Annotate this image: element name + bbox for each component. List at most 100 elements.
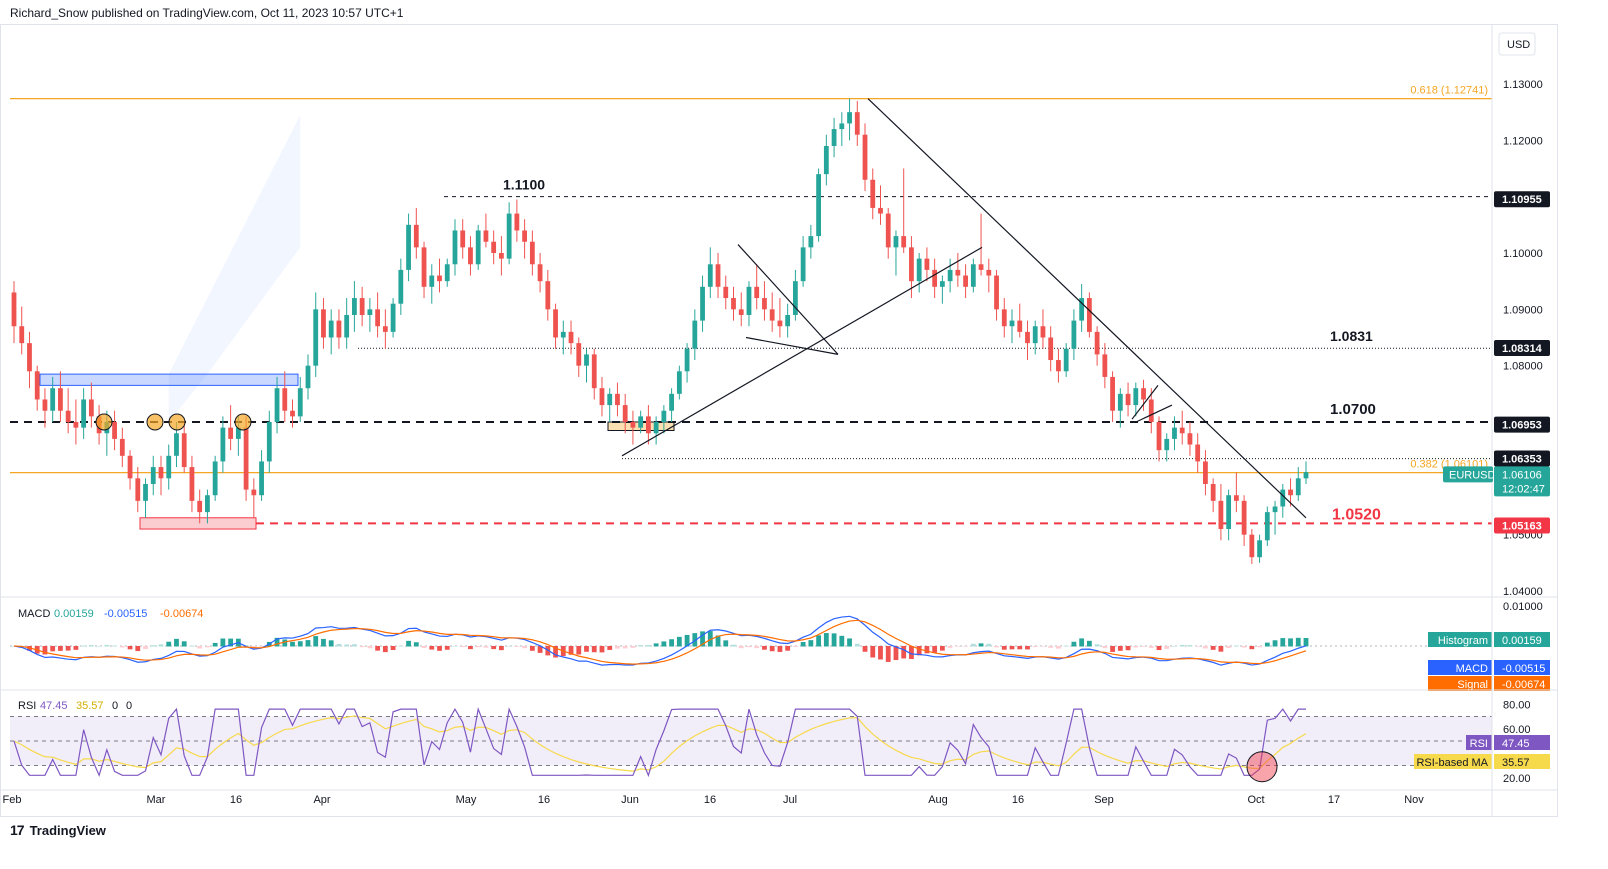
- candle-111: [870, 168, 876, 220]
- macd-hist-bar-160: [1249, 646, 1255, 650]
- macd-hist-bar-127: [994, 646, 999, 648]
- candle-3: [34, 365, 40, 411]
- candle-body: [483, 230, 489, 242]
- candle-body: [823, 145, 829, 175]
- macd-hist-bar-73: [576, 646, 582, 655]
- candle-48: [382, 309, 388, 349]
- support-zone-blue: [39, 373, 299, 386]
- candle-136: [1063, 343, 1069, 377]
- candle-13: [112, 410, 117, 451]
- candle-160: [1249, 529, 1255, 564]
- candle-94: [738, 292, 744, 327]
- rsi-extra-value-1: 0: [126, 700, 132, 712]
- rsi-tick-2: 20.00: [1503, 773, 1531, 785]
- candle-body: [382, 326, 388, 332]
- macd-hist-bar-18: [150, 645, 156, 647]
- candle-body: [1110, 376, 1115, 411]
- candle-body: [978, 264, 984, 270]
- macd-hist-bar-145: [1133, 646, 1139, 648]
- price-tag-3: 1.06353: [1502, 453, 1542, 465]
- candle-161: [1257, 534, 1262, 563]
- candle-body: [607, 393, 613, 406]
- candle-body: [1017, 320, 1023, 332]
- price-tag-bg-0: [1494, 191, 1550, 208]
- candle-body: [1264, 512, 1270, 541]
- candle-body: [1249, 534, 1255, 558]
- rsi-value: 47.45: [40, 700, 68, 712]
- candle-body: [11, 292, 17, 327]
- candle-39: [313, 292, 319, 377]
- macd-hist-bar-45: [359, 646, 365, 648]
- rsi-tick-1: 60.00: [1503, 724, 1531, 736]
- candle-79: [622, 393, 628, 434]
- macd-tag-label-bg-2: [1428, 676, 1492, 691]
- macd-hist-bar-5: [50, 646, 56, 652]
- candle-55: [437, 258, 442, 293]
- candle-body: [746, 286, 752, 315]
- candle-22: [181, 422, 187, 473]
- candle-90: [707, 247, 713, 299]
- price-tag-bg-1: [1494, 339, 1550, 356]
- candle-body: [816, 174, 821, 237]
- macd-hist-bar-135: [1056, 646, 1061, 649]
- macd-hist-bar-67: [529, 646, 535, 651]
- candle-147: [1148, 388, 1154, 434]
- macd-hist-bar-164: [1280, 638, 1286, 647]
- candle-131: [1025, 320, 1030, 361]
- macd-hist-bar-78: [615, 646, 620, 649]
- candle-9: [81, 388, 87, 439]
- macd-hist-bar-61: [483, 646, 489, 648]
- candle-41: [328, 309, 334, 355]
- candle-body: [352, 298, 357, 315]
- candle-body: [243, 427, 249, 490]
- candle-67: [529, 230, 535, 276]
- candle-110: [862, 123, 868, 192]
- candle-44: [352, 281, 357, 332]
- candle-body: [189, 467, 195, 501]
- macd-hist-bar-97: [762, 646, 767, 650]
- footer-brand[interactable]: 17 TradingView: [10, 822, 106, 838]
- candle-body: [181, 433, 187, 468]
- macd-hist-bar-21: [174, 638, 179, 647]
- macd-hist-bar-4: [42, 646, 48, 655]
- candle-body: [1071, 320, 1077, 349]
- price-tick-2: 1.10000: [1503, 248, 1543, 260]
- macd-hist-bar-89: [700, 631, 705, 647]
- macd-hist-bar-54: [429, 646, 435, 650]
- candle-76: [599, 376, 605, 417]
- macd-tick-0: 0.01000: [1503, 601, 1543, 613]
- candle-body: [491, 241, 497, 253]
- macd-hist-bar-147: [1148, 646, 1154, 648]
- candle-86: [676, 365, 682, 400]
- level-label-1070: 1.0700: [1330, 401, 1376, 418]
- candle-body: [576, 343, 582, 366]
- macd-hist-bar-41: [328, 640, 334, 647]
- trendline-4: [1131, 385, 1159, 420]
- level-label-1100: 1.1100: [503, 177, 545, 193]
- candle-102: [800, 236, 806, 287]
- candle-body: [297, 388, 303, 417]
- fib-label-0: 0.618 (1.12741): [1410, 85, 1488, 97]
- trendline-1: [621, 246, 983, 457]
- candle-body: [73, 422, 79, 428]
- rsi-line: [13, 706, 1306, 778]
- candle-146: [1141, 379, 1146, 411]
- candle-164: [1280, 483, 1286, 518]
- candle-113: [885, 207, 891, 259]
- macd-hist-bar-133: [1040, 646, 1046, 647]
- macd-hist-bar-22: [181, 641, 187, 647]
- candle-body: [808, 236, 814, 248]
- time-tick-0: Feb: [3, 794, 22, 806]
- candle-88: [692, 309, 698, 361]
- candle-28: [228, 405, 234, 451]
- candle-72: [568, 320, 574, 355]
- candle-body: [274, 388, 280, 422]
- macd-hist-bar-84: [661, 641, 667, 647]
- candle-body: [723, 286, 729, 299]
- candle-body: [529, 241, 535, 265]
- macd-hist-bar-86: [676, 636, 682, 647]
- candle-body: [344, 314, 350, 338]
- candle-body: [653, 422, 659, 434]
- macd-hist-bar-57: [452, 645, 458, 647]
